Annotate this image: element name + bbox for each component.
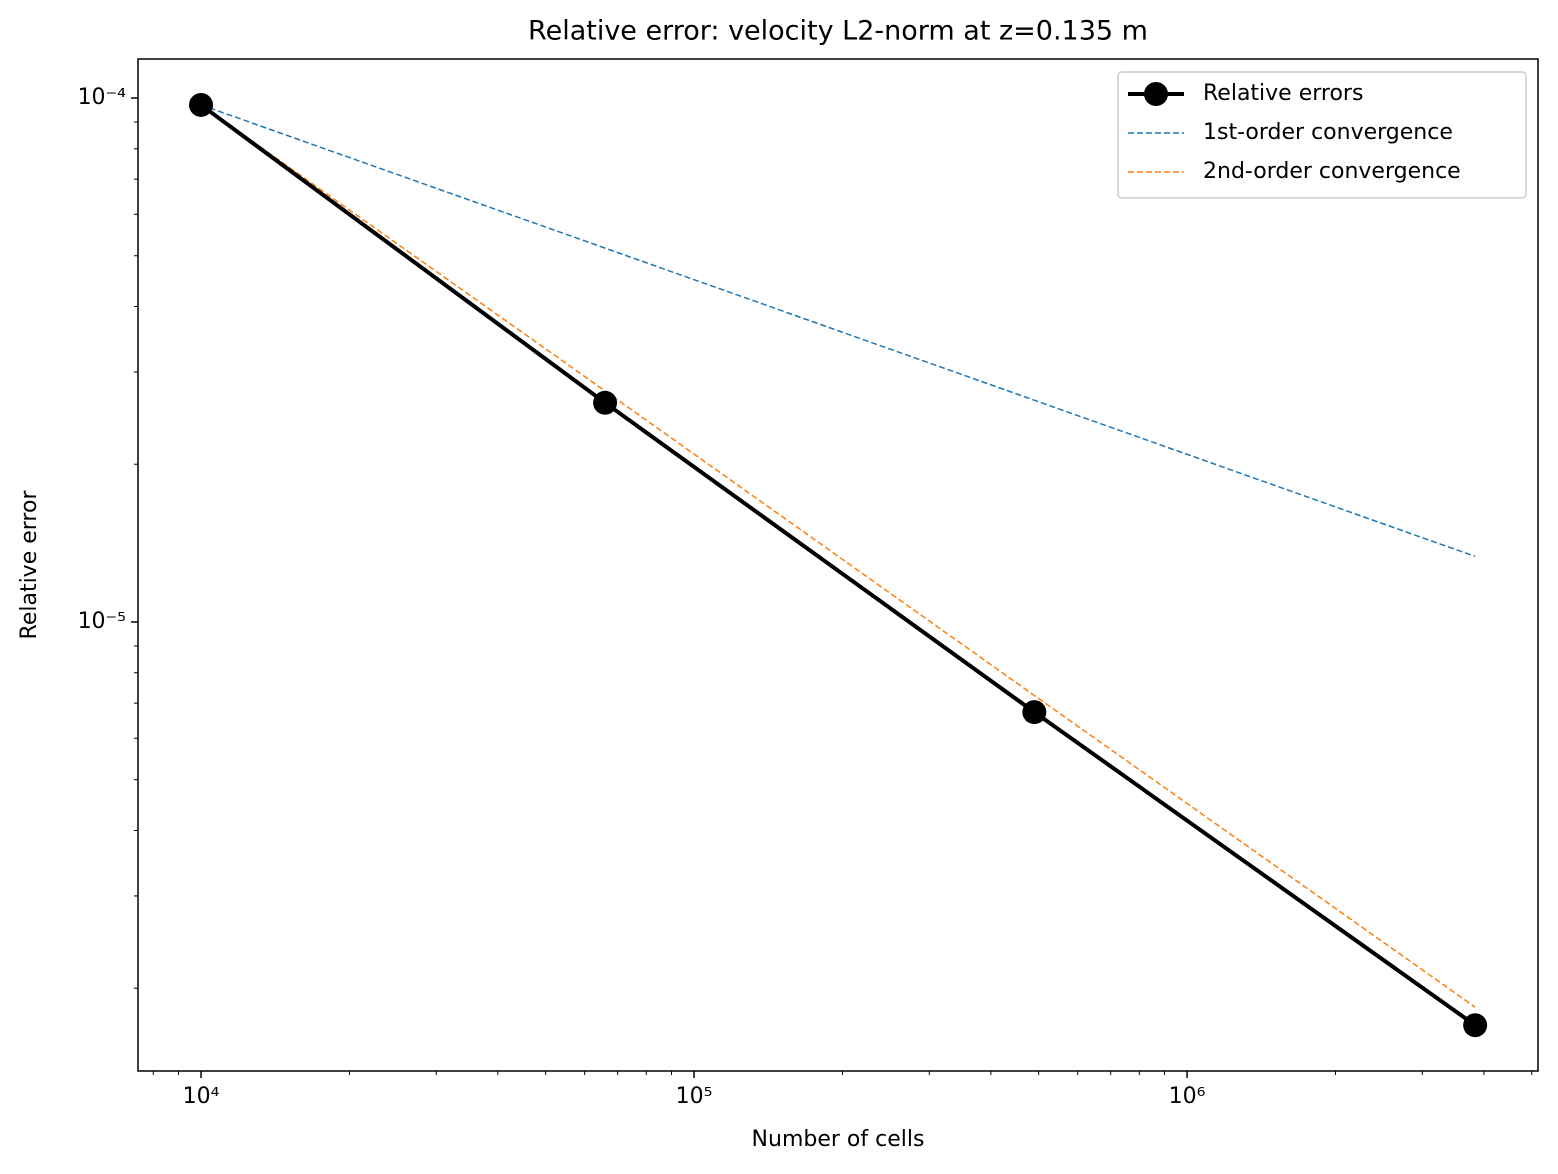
- legend-box: [1117, 71, 1527, 199]
- plot-frame: [137, 58, 1539, 1072]
- series-line: [199, 103, 1477, 1027]
- y-tick-label: 10⁻⁴: [78, 85, 127, 110]
- x-tick-label: 10⁶: [1169, 1084, 1206, 1109]
- marker: [1022, 700, 1047, 725]
- marker: [189, 92, 214, 117]
- x-axis-label: Number of cells: [752, 1127, 925, 1152]
- legend-label: 1st-order convergence: [1203, 120, 1453, 145]
- y-tick-label: 10⁻⁵: [78, 609, 126, 634]
- series-line: [200, 104, 1476, 1008]
- y-axis-label: Relative error: [17, 490, 42, 640]
- legend-label: Relative errors: [1203, 81, 1363, 106]
- chart-title: Relative error: velocity L2-norm at z=0.…: [528, 16, 1148, 47]
- legend-marker: [1144, 82, 1168, 106]
- legend-label: 2nd-order convergence: [1203, 159, 1461, 184]
- x-tick-label: 10⁵: [676, 1084, 713, 1109]
- marker: [1463, 1013, 1488, 1038]
- series-line: [200, 104, 1476, 558]
- marker: [593, 390, 618, 415]
- x-tick-label: 10⁴: [183, 1084, 220, 1109]
